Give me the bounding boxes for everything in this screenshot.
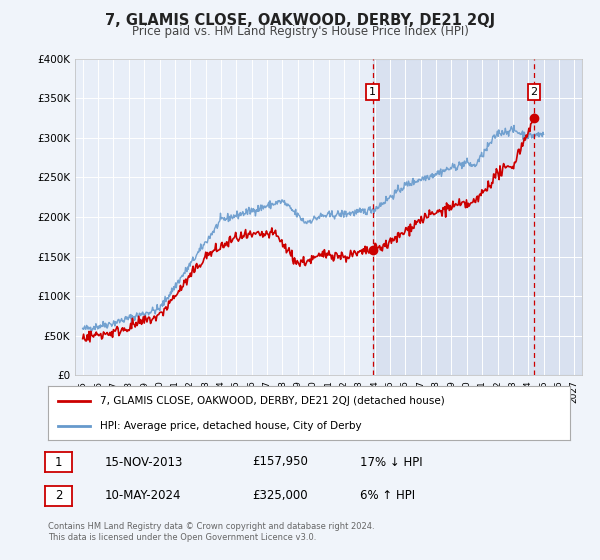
Text: 1: 1 xyxy=(369,87,376,97)
Text: £325,000: £325,000 xyxy=(252,489,308,502)
Text: This data is licensed under the Open Government Licence v3.0.: This data is licensed under the Open Gov… xyxy=(48,533,316,542)
Text: 1: 1 xyxy=(55,455,62,469)
Text: HPI: Average price, detached house, City of Derby: HPI: Average price, detached house, City… xyxy=(100,421,362,431)
Text: 17% ↓ HPI: 17% ↓ HPI xyxy=(360,455,422,469)
Bar xyxy=(373,59,582,375)
Text: £157,950: £157,950 xyxy=(252,455,308,469)
Text: Contains HM Land Registry data © Crown copyright and database right 2024.: Contains HM Land Registry data © Crown c… xyxy=(48,522,374,531)
Text: 6% ↑ HPI: 6% ↑ HPI xyxy=(360,489,415,502)
Text: 2: 2 xyxy=(55,489,62,502)
Text: 7, GLAMIS CLOSE, OAKWOOD, DERBY, DE21 2QJ (detached house): 7, GLAMIS CLOSE, OAKWOOD, DERBY, DE21 2Q… xyxy=(100,396,445,406)
Text: Price paid vs. HM Land Registry's House Price Index (HPI): Price paid vs. HM Land Registry's House … xyxy=(131,25,469,38)
Text: 15-NOV-2013: 15-NOV-2013 xyxy=(105,455,184,469)
Text: 10-MAY-2024: 10-MAY-2024 xyxy=(105,489,182,502)
Text: 7, GLAMIS CLOSE, OAKWOOD, DERBY, DE21 2QJ: 7, GLAMIS CLOSE, OAKWOOD, DERBY, DE21 2Q… xyxy=(105,13,495,28)
Text: 2: 2 xyxy=(530,87,538,97)
